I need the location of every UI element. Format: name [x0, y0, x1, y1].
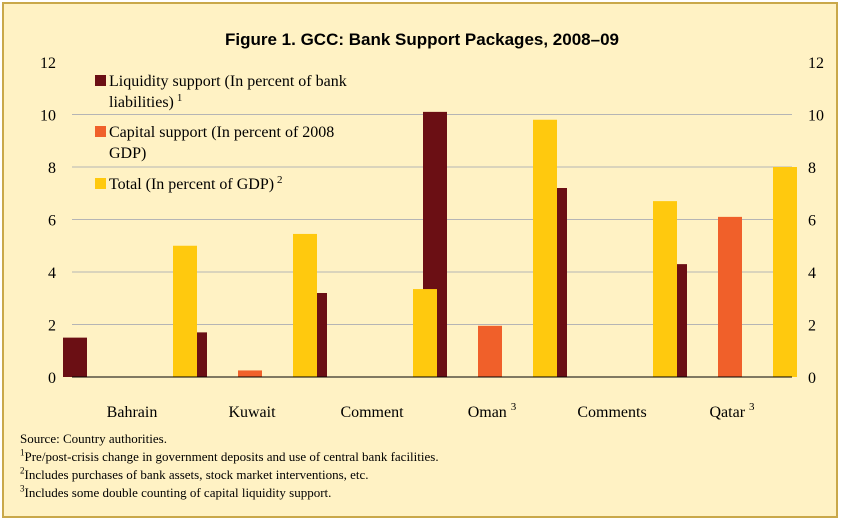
footnote-1-text: Pre/post-crisis change in government dep… — [25, 449, 439, 464]
y-tick-label-right: 4 — [808, 265, 816, 282]
x-category-label: Bahrain — [107, 404, 158, 421]
footnote-2: 2Includes purchases of bank assets, stoc… — [20, 466, 820, 484]
legend-swatch — [95, 126, 106, 137]
y-tick-label-right: 0 — [808, 370, 816, 387]
legend-label: Capital support (In percent of 2008 — [109, 124, 334, 141]
x-category-label: Kuwait — [228, 404, 276, 421]
legend-label: liabilities) 1 — [109, 92, 182, 111]
y-tick-label-right: 12 — [808, 55, 824, 72]
legend-label: Liquidity support (In percent of bank — [109, 73, 347, 90]
legend-swatch — [95, 75, 106, 86]
legend-superscript: 2 — [277, 174, 283, 186]
footnotes: Source: Country authorities. 1Pre/post-c… — [20, 430, 820, 502]
x-category-label: Oman 3 — [468, 401, 517, 421]
footnote-3-text: Includes some double counting of capital… — [25, 485, 332, 500]
x-category-label: Qatar 3 — [709, 401, 755, 421]
bar — [173, 246, 197, 377]
legend-label: GDP) — [109, 145, 146, 162]
category-superscript: 3 — [749, 401, 755, 413]
x-category-label: Comments — [577, 404, 646, 421]
source-note: Source: Country authorities. — [20, 430, 820, 448]
y-tick-label-right: 8 — [808, 160, 816, 177]
bar — [718, 217, 742, 377]
bar — [293, 234, 317, 377]
bar — [478, 326, 502, 377]
y-tick-label-left: 12 — [40, 55, 56, 72]
y-tick-label-left: 0 — [48, 370, 56, 387]
category-superscript: 3 — [511, 401, 517, 413]
bar — [533, 120, 557, 377]
bar — [653, 201, 677, 377]
legend-superscript: 1 — [177, 92, 183, 104]
footnote-1: 1Pre/post-crisis change in government de… — [20, 448, 820, 466]
y-tick-label-left: 6 — [48, 213, 56, 230]
y-tick-label-left: 4 — [48, 265, 56, 282]
y-tick-label-left: 10 — [40, 108, 56, 125]
legend-swatch — [95, 178, 106, 189]
x-category-label: Comment — [340, 404, 404, 421]
y-tick-label-left: 8 — [48, 160, 56, 177]
footnote-3: 3Includes some double counting of capita… — [20, 484, 820, 502]
bar — [238, 370, 262, 377]
y-tick-label-left: 2 — [48, 318, 56, 335]
bar — [63, 338, 87, 377]
bar — [413, 289, 437, 377]
footnote-2-text: Includes purchases of bank assets, stock… — [25, 467, 369, 482]
legend-label: Total (In percent of GDP) 2 — [109, 174, 283, 193]
y-tick-label-right: 2 — [808, 318, 816, 335]
bar — [773, 167, 797, 377]
y-tick-label-right: 6 — [808, 213, 816, 230]
y-tick-label-right: 10 — [808, 108, 824, 125]
